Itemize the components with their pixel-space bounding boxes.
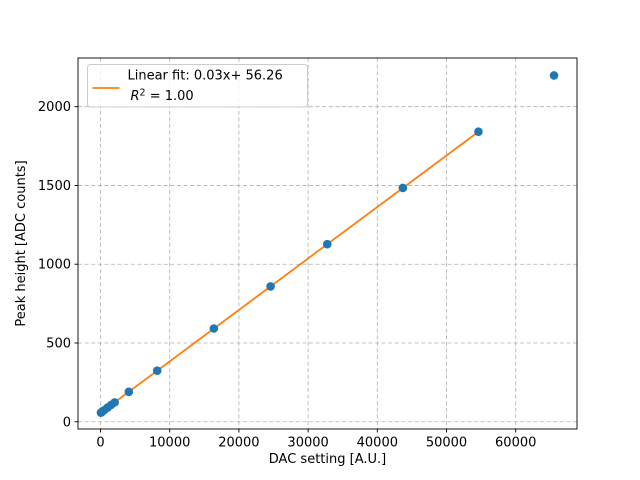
legend-label-line2: R2 = 1.00 — [131, 88, 194, 105]
y-tick-label: 2000 — [38, 100, 71, 115]
x-axis-label: DAC setting [A.U.] — [269, 452, 386, 467]
legend-label-line1: Linear fit: 0.03x+ 56.26 — [128, 69, 283, 84]
x-tick-label: 40000 — [357, 436, 398, 451]
fit-line — [100, 130, 480, 414]
legend: Linear fit: 0.03x+ 56.26 R2 = 1.00 — [87, 64, 308, 108]
grid-layer — [78, 58, 577, 429]
plot-border — [77, 57, 578, 430]
x-tick-label: 50000 — [426, 436, 467, 451]
x-tick-label: 30000 — [287, 436, 328, 451]
data-point — [322, 239, 332, 249]
data-point — [549, 71, 559, 80]
legend-box — [87, 64, 308, 108]
data-point — [209, 324, 219, 333]
x-tick-label: 10000 — [149, 436, 190, 451]
y-tick-label: 0 — [63, 415, 71, 430]
x-tick-label: 20000 — [218, 436, 259, 451]
data-point — [110, 398, 119, 407]
x-tick-label: 60000 — [495, 436, 536, 451]
y-tick-label: 1000 — [38, 258, 71, 273]
data-point — [474, 127, 483, 137]
data-point — [152, 366, 162, 376]
tick-layer: 0 10000 20000 30000 40000 50000 60000 0 500 1000 1… — [38, 100, 536, 450]
series-layer — [96, 71, 559, 417]
data-point — [266, 282, 275, 291]
y-tick-label: 1500 — [38, 179, 71, 194]
x-tick-label: 0 — [96, 436, 104, 451]
y-axis-label: Peak height [ADC counts] — [14, 160, 29, 326]
y-tick-label: 500 — [46, 336, 71, 351]
data-point — [124, 387, 134, 397]
data-point — [398, 183, 408, 193]
